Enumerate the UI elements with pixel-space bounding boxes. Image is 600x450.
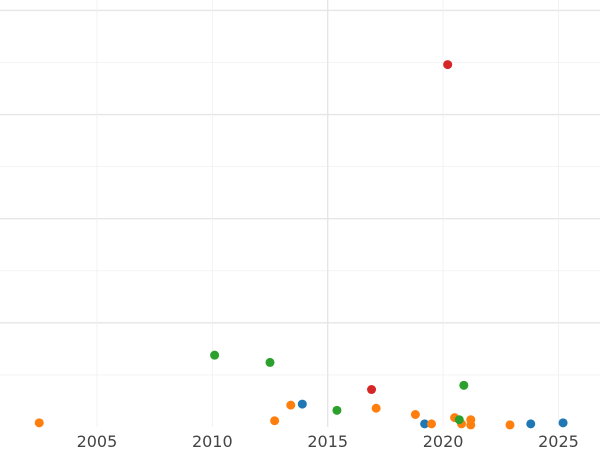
point-s1-2	[286, 400, 296, 410]
point-s2-3	[454, 415, 464, 425]
point-s0-1	[420, 419, 430, 429]
x-tick-label-0: 2005	[77, 432, 118, 450]
point-s2-0	[210, 350, 220, 360]
point-s2-2	[332, 405, 342, 415]
data-points	[34, 60, 568, 430]
point-s1-10	[505, 420, 515, 430]
point-s1-0	[34, 418, 44, 428]
point-s1-1	[270, 416, 280, 426]
point-s1-4	[410, 410, 420, 420]
point-s1-5	[427, 419, 437, 429]
x-tick-label-1: 2010	[192, 432, 233, 450]
x-axis-ticks: 2005 2010 2015 2020 2025	[77, 432, 579, 450]
grid	[0, 0, 600, 427]
x-tick-label-2: 2015	[307, 432, 348, 450]
point-s3-0	[367, 385, 377, 395]
point-s1-9	[466, 420, 476, 430]
x-tick-label-4: 2025	[538, 432, 579, 450]
point-s3-1	[443, 60, 453, 70]
point-s0-2	[526, 419, 536, 429]
point-s0-0	[297, 399, 307, 409]
x-tick-label-3: 2020	[423, 432, 464, 450]
point-s2-4	[459, 380, 469, 390]
point-s2-1	[265, 357, 275, 367]
point-s0-3	[558, 418, 568, 428]
point-s1-3	[371, 403, 381, 413]
